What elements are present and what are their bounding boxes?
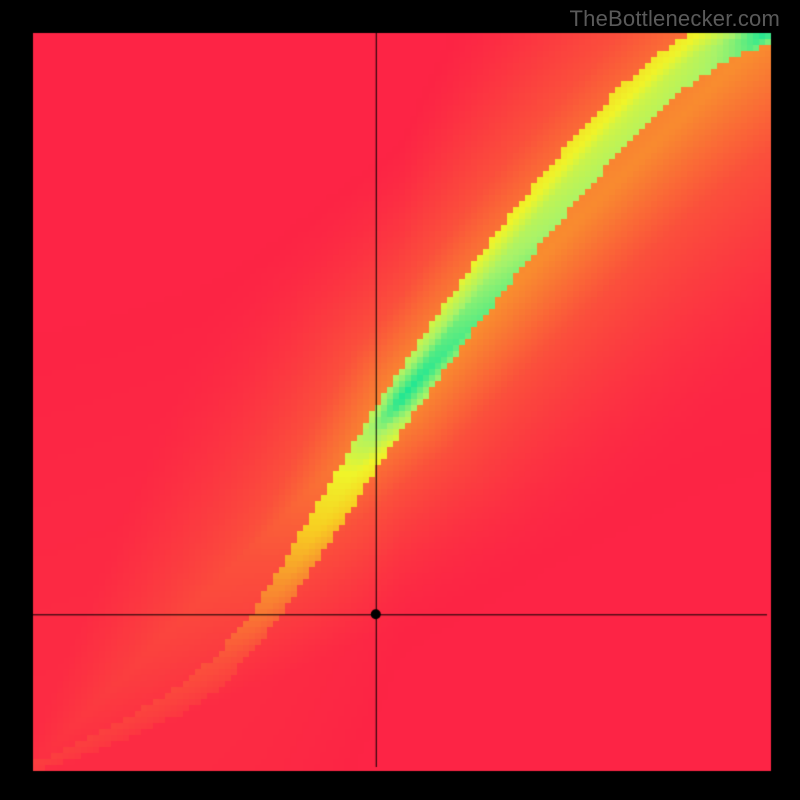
watermark-text: TheBottlenecker.com [570, 6, 780, 32]
bottleneck-heatmap [0, 0, 800, 800]
